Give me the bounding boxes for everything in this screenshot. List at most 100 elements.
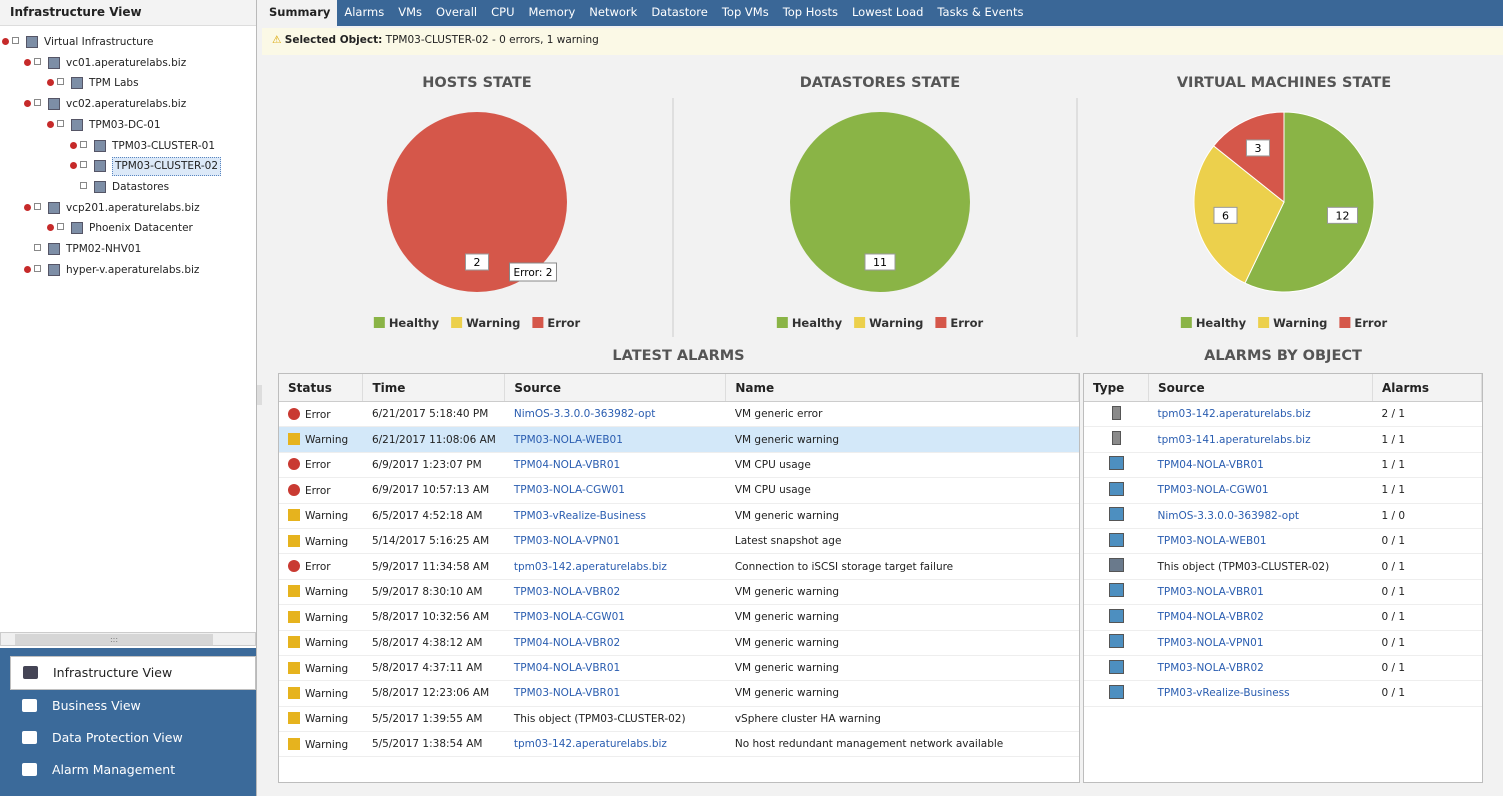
cell <box>1084 554 1149 579</box>
cell-text[interactable]: TPM03-NOLA-WEB01 <box>514 434 623 446</box>
column-header[interactable]: Time <box>363 374 505 402</box>
cell: Latest snapshot age <box>726 528 1079 553</box>
cell-text[interactable]: tpm03-141.aperaturelabs.biz <box>1158 434 1311 446</box>
legend-label: Warning <box>466 316 520 330</box>
cell-text: 1 / 1 <box>1382 484 1406 496</box>
cell: TPM03-NOLA-CGW01 <box>505 605 726 630</box>
table-row[interactable]: Error6/9/2017 10:57:13 AMTPM03-NOLA-CGW0… <box>279 478 1079 503</box>
cell-text[interactable]: TPM03-NOLA-CGW01 <box>514 484 625 496</box>
cell <box>1084 478 1149 503</box>
type-icon <box>1109 482 1124 496</box>
cell-text[interactable]: TPM03-NOLA-WEB01 <box>1158 535 1267 547</box>
cell-text[interactable]: TPM03-NOLA-CGW01 <box>514 611 625 623</box>
table-row[interactable]: Warning5/8/2017 12:23:06 AMTPM03-NOLA-VB… <box>279 681 1079 706</box>
cell-text[interactable]: TPM04-NOLA-VBR01 <box>514 459 620 471</box>
cell-text: 5/9/2017 11:34:58 AM <box>372 561 489 573</box>
table-row[interactable]: Warning5/8/2017 10:32:56 AMTPM03-NOLA-CG… <box>279 605 1079 630</box>
table-row[interactable]: Warning5/9/2017 8:30:10 AMTPM03-NOLA-VBR… <box>279 579 1079 604</box>
table-row[interactable]: Warning5/14/2017 5:16:25 AMTPM03-NOLA-VP… <box>279 528 1079 553</box>
cell: VM generic warning <box>726 579 1079 604</box>
column-header[interactable]: Alarms <box>1373 374 1482 402</box>
table-row[interactable]: Warning5/5/2017 1:39:55 AMThis object (T… <box>279 706 1079 731</box>
cell: 1 / 1 <box>1373 427 1482 452</box>
cell-text[interactable]: NimOS-3.3.0.0-363982-opt <box>514 408 656 420</box>
cell: TPM04-NOLA-VBR01 <box>505 452 726 477</box>
table-row[interactable]: TPM03-NOLA-WEB010 / 1 <box>1084 528 1482 553</box>
cell-text[interactable]: TPM03-NOLA-VPN01 <box>514 535 620 547</box>
column-header[interactable]: Type <box>1084 374 1149 402</box>
cell-text: VM generic warning <box>735 637 839 649</box>
collapse-handle[interactable] <box>257 385 262 405</box>
cell-text[interactable]: tpm03-142.aperaturelabs.biz <box>1158 408 1311 420</box>
scroll-thumb[interactable]: ::: <box>15 634 213 645</box>
cell-text[interactable]: TPM03-NOLA-VBR02 <box>514 586 620 598</box>
table-row[interactable]: NimOS-3.3.0.0-363982-opt1 / 0 <box>1084 503 1482 528</box>
legend-swatch <box>1181 317 1192 328</box>
cell-text[interactable]: TPM03-NOLA-VBR01 <box>1158 586 1264 598</box>
column-header[interactable]: Source <box>1149 374 1373 402</box>
cell-text: VM generic warning <box>735 434 839 446</box>
nav-item[interactable]: Infrastructure View <box>10 656 256 690</box>
cell-text: 1 / 1 <box>1382 459 1406 471</box>
cell: Warning <box>279 681 363 706</box>
cell-text: 0 / 1 <box>1382 687 1406 699</box>
table-row[interactable]: Warning5/5/2017 1:38:54 AMtpm03-142.aper… <box>279 732 1079 757</box>
cell: TPM04-NOLA-VBR01 <box>505 655 726 680</box>
alarms-by-object-table: TypeSourceAlarmstpm03-142.aperaturelabs.… <box>1083 373 1483 783</box>
table-row[interactable]: TPM04-NOLA-VBR020 / 1 <box>1084 605 1482 630</box>
cell: Warning <box>279 605 363 630</box>
nav-item[interactable]: Business View <box>0 690 256 722</box>
cell: tpm03-142.aperaturelabs.biz <box>505 554 726 579</box>
cell-text[interactable]: TPM03-vRealize-Business <box>514 510 646 522</box>
cell-text[interactable]: TPM03-NOLA-CGW01 <box>1158 484 1269 496</box>
table-row[interactable]: Error5/9/2017 11:34:58 AMtpm03-142.apera… <box>279 554 1079 579</box>
cell: Error <box>279 452 363 477</box>
table-row[interactable]: tpm03-142.aperaturelabs.biz2 / 1 <box>1084 402 1482 427</box>
cell-text[interactable]: TPM04-NOLA-VBR02 <box>1158 611 1264 623</box>
table-row[interactable]: Warning6/5/2017 4:52:18 AMTPM03-vRealize… <box>279 503 1079 528</box>
cell-text[interactable]: tpm03-142.aperaturelabs.biz <box>514 738 667 750</box>
column-header[interactable]: Source <box>505 374 726 402</box>
scrollbar[interactable]: ::: <box>0 632 256 646</box>
table-row[interactable]: Error6/21/2017 5:18:40 PMNimOS-3.3.0.0-3… <box>279 402 1079 427</box>
status-icon <box>288 687 300 699</box>
table-row[interactable]: TPM03-NOLA-CGW01 1 / 1 <box>1084 478 1482 503</box>
table-row[interactable]: TPM03-NOLA-VBR010 / 1 <box>1084 579 1482 604</box>
status-icon <box>288 408 300 420</box>
table-row[interactable]: TPM03-NOLA-VBR020 / 1 <box>1084 655 1482 680</box>
table-row[interactable]: Error6/9/2017 1:23:07 PMTPM04-NOLA-VBR01… <box>279 452 1079 477</box>
nav-item[interactable]: Alarm Management <box>0 754 256 786</box>
type-icon <box>1109 609 1124 623</box>
table-row[interactable]: TPM04-NOLA-VBR01 1 / 1 <box>1084 452 1482 477</box>
cell-text[interactable]: TPM04-NOLA-VBR01 <box>1158 459 1264 471</box>
cell-text[interactable]: tpm03-142.aperaturelabs.biz <box>514 561 667 573</box>
status-icon <box>288 611 300 623</box>
section-title: LATEST ALARMS <box>278 348 1079 364</box>
cell: 5/9/2017 8:30:10 AM <box>363 579 505 604</box>
data-label: 11 <box>865 254 895 270</box>
table-row[interactable]: Warning6/21/2017 11:08:06 AMTPM03-NOLA-W… <box>279 427 1079 452</box>
header-row: StatusTimeSourceName <box>279 374 1079 402</box>
table-row[interactable]: tpm03-141.aperaturelabs.biz 1 / 1 <box>1084 427 1482 452</box>
cell-text[interactable]: TPM03-NOLA-VBR02 <box>1158 662 1264 674</box>
table-row[interactable]: This object (TPM03-CLUSTER-02)0 / 1 <box>1084 554 1482 579</box>
nav-item[interactable]: Data Protection View <box>0 722 256 754</box>
table-row[interactable]: TPM03-NOLA-VPN010 / 1 <box>1084 630 1482 655</box>
cell-text[interactable]: TPM04-NOLA-VBR01 <box>514 662 620 674</box>
data-label-text: 2 <box>474 256 481 269</box>
cell-text[interactable]: TPM04-NOLA-VBR02 <box>514 637 620 649</box>
table-row[interactable]: Warning5/8/2017 4:37:11 AMTPM04-NOLA-VBR… <box>279 655 1079 680</box>
table-row[interactable]: TPM03-vRealize-Business 0 / 1 <box>1084 681 1482 706</box>
table-row[interactable]: Warning5/8/2017 4:38:12 AMTPM04-NOLA-VBR… <box>279 630 1079 655</box>
cell-text[interactable]: TPM03-NOLA-VPN01 <box>1158 637 1264 649</box>
cell-text[interactable]: NimOS-3.3.0.0-363982-opt <box>1158 510 1300 522</box>
cell-text: VM generic warning <box>735 611 839 623</box>
column-header[interactable]: Name <box>726 374 1079 402</box>
cell-text[interactable]: TPM03-vRealize-Business <box>1158 687 1290 699</box>
cell-text[interactable]: TPM03-NOLA-VBR01 <box>514 687 620 699</box>
type-icon <box>1109 456 1124 470</box>
column-header[interactable]: Status <box>279 374 363 402</box>
cell: VM generic warning <box>726 605 1079 630</box>
cell: TPM03-vRealize-Business <box>1149 681 1373 706</box>
cell: vSphere cluster HA warning <box>726 706 1079 731</box>
